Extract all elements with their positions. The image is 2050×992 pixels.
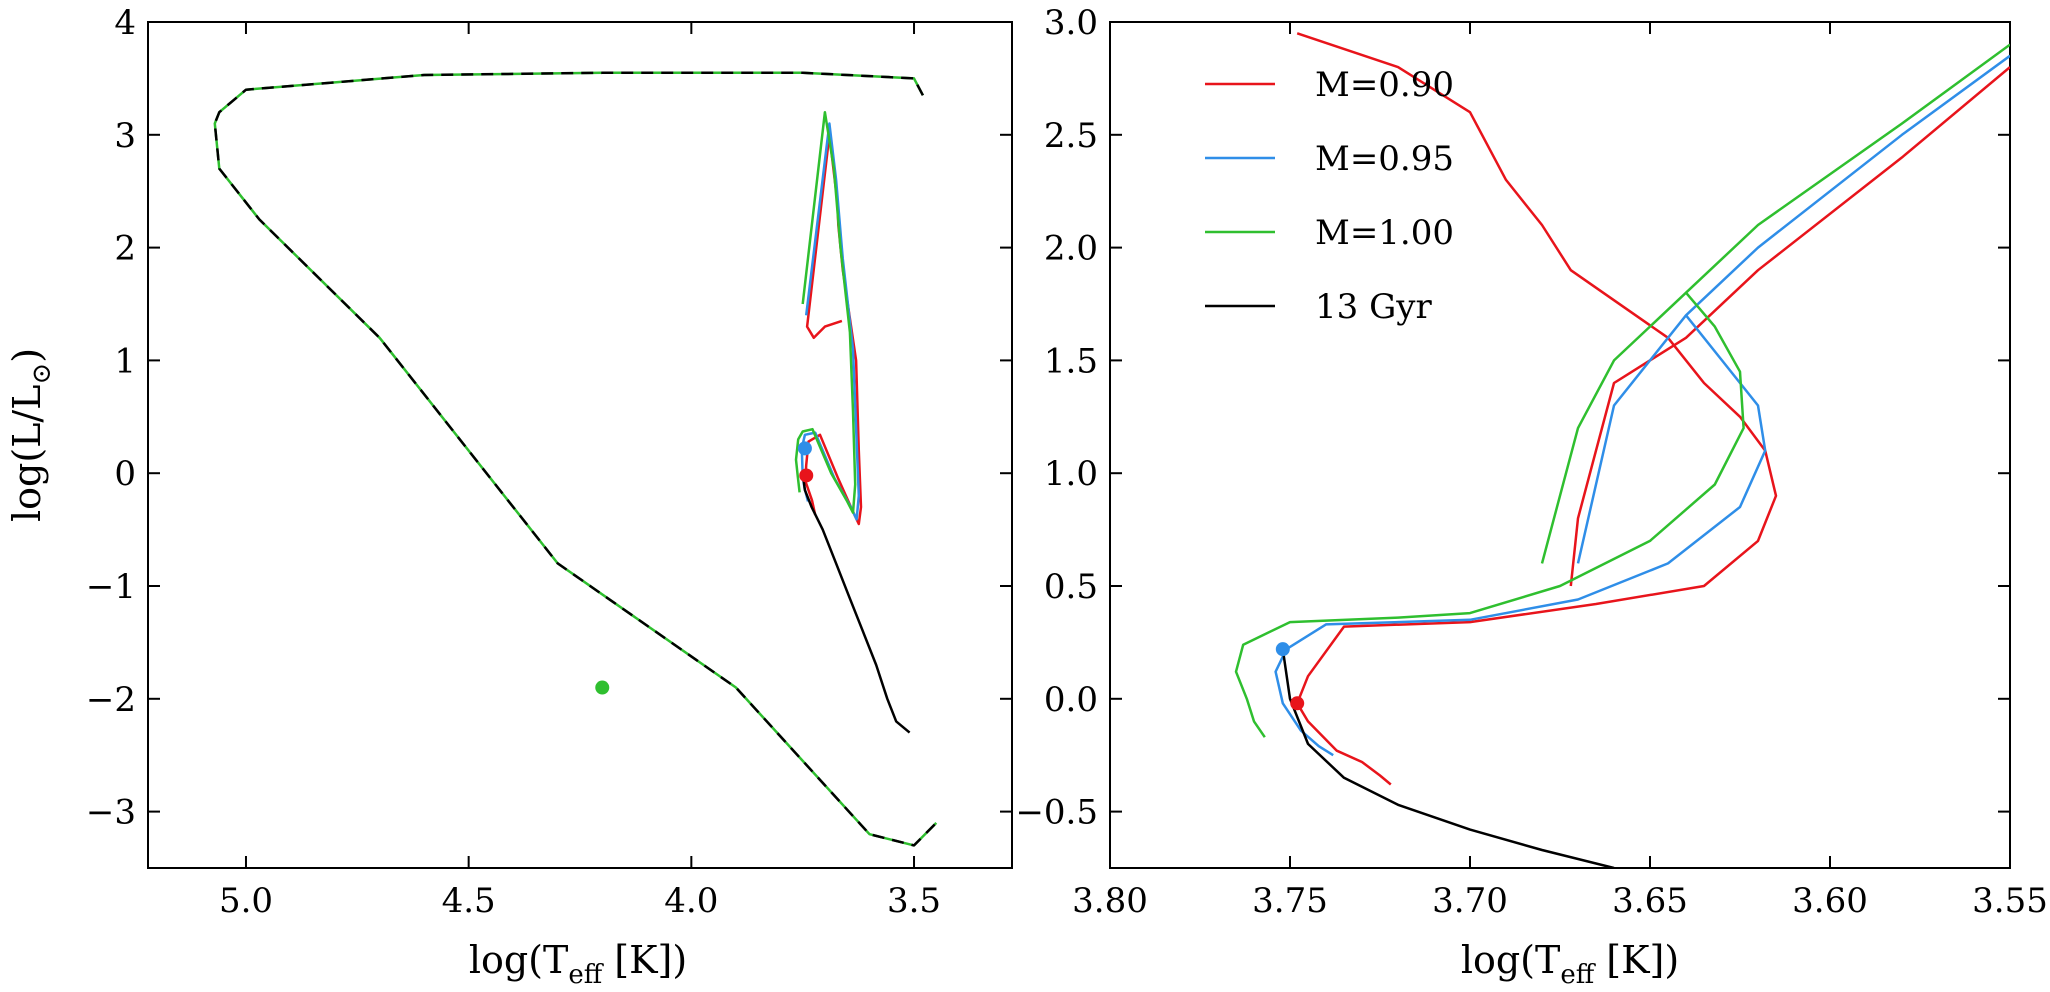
right-xtick-label: 3.65: [1612, 881, 1688, 921]
series-line-m-0-90: [1295, 32, 1778, 786]
series-line-post-agb-black-dashed-: [213, 71, 938, 847]
right-xtick-label: 3.80: [1072, 881, 1148, 921]
legend-label: M=0.90: [1315, 65, 1454, 105]
series-line-m-0-90: [804, 133, 863, 526]
left-ylabel: log(L/L⊙): [5, 348, 57, 522]
legend-label: M=0.95: [1315, 139, 1454, 179]
series-line-m-1-00-branch: [1540, 43, 2010, 564]
left-ytick-label: 3: [114, 116, 136, 156]
legend-label: 13 Gyr: [1315, 287, 1432, 327]
left-xlabel: log(Teff [K]): [469, 938, 687, 990]
right-plot-area: [1234, 32, 2010, 868]
right-xtick-label: 3.75: [1252, 881, 1328, 921]
series-line-post-agb-green-: [213, 71, 938, 847]
point-marker: [799, 468, 814, 483]
left-xtick-label: 4.5: [442, 881, 496, 921]
series-line-m-1-00: [1234, 291, 1745, 738]
right-panel: 3.80 3.75 3.70 3.65 3.60 3.55 3.0 2.5 2.0 1.5 1.0 0…: [1015, 3, 2047, 921]
left-ytick-label: −2: [86, 680, 136, 720]
left-plot-area: [213, 71, 938, 847]
left-xtick-label: 5.0: [219, 881, 273, 921]
right-ytick-label: 0.5: [1044, 567, 1098, 607]
right-ytick-label: 1.0: [1044, 454, 1098, 494]
right-xtick-label: 3.70: [1432, 881, 1508, 921]
left-xtick-label: 3.5: [887, 881, 941, 921]
point-marker: [1290, 696, 1305, 711]
left-panel: 5.0 4.5 4.0 3.5 4 3 2 1 0 −1 −2 −3: [86, 3, 1013, 921]
point-marker: [1275, 642, 1290, 657]
left-ytick-label: 2: [114, 229, 136, 269]
point-marker: [797, 441, 812, 456]
left-ytick-label: −1: [86, 567, 136, 607]
right-xlabel: log(Teff [K]): [1461, 938, 1679, 990]
series-line-m-0-90-branch: [1569, 66, 2010, 587]
right-ytick-label: 2.5: [1044, 116, 1098, 156]
series-line-m-1-00: [794, 110, 857, 514]
right-ytick-label: 2.0: [1044, 229, 1098, 269]
point-marker: [595, 680, 610, 695]
series-line-m-0-95-branch: [1576, 54, 2010, 564]
right-ytick-label: 0.0: [1044, 680, 1098, 720]
left-frame: [147, 21, 1013, 869]
right-frame: [1109, 21, 2011, 869]
series-line-m-0-95: [1274, 314, 1767, 757]
left-xtick-label: 4.0: [664, 881, 718, 921]
right-ytick-label: −0.5: [1015, 793, 1098, 833]
series-line-13-gyr: [1281, 649, 1615, 868]
legend-label: M=1.00: [1315, 213, 1454, 253]
left-ytick-label: −3: [86, 793, 136, 833]
right-ytick-label: 1.5: [1044, 341, 1098, 381]
legend: M=0.90 M=0.95 M=1.00 13 Gyr: [1205, 65, 1454, 327]
left-ytick-label: 0: [114, 454, 136, 494]
right-xtick-label: 3.60: [1792, 881, 1868, 921]
series-line-13-gyr: [801, 473, 911, 734]
right-xtick-label: 3.55: [1972, 881, 2048, 921]
left-ytick-label: 1: [114, 341, 136, 381]
left-ytick-label: 4: [114, 3, 136, 43]
right-ytick-label: 3.0: [1044, 3, 1098, 43]
